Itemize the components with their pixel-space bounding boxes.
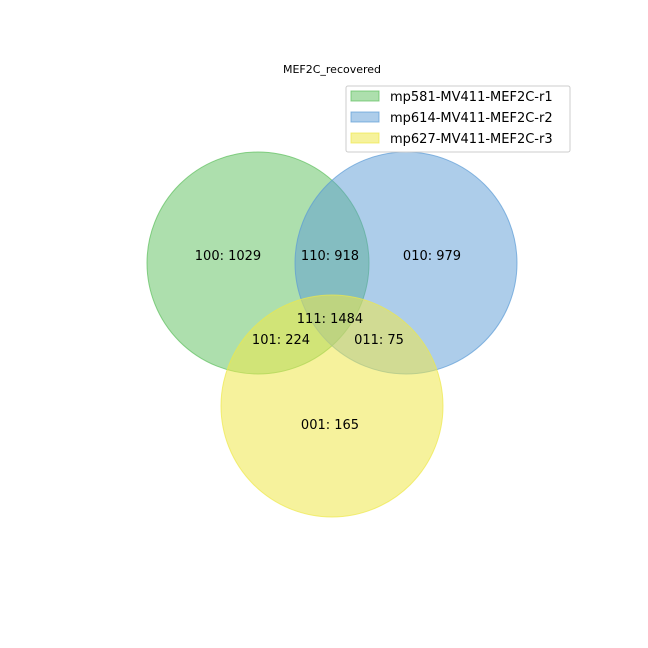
region-label-010: 010: 979 xyxy=(403,249,461,264)
region-label-011: 011: 75 xyxy=(354,333,404,348)
legend-swatch-r1 xyxy=(350,90,380,102)
legend: mp581-MV411-MEF2C-r1 mp614-MV411-MEF2C-r… xyxy=(345,85,571,153)
legend-label-r3: mp627-MV411-MEF2C-r3 xyxy=(390,132,553,147)
region-label-111: 111: 1484 xyxy=(297,312,363,327)
region-label-101: 101: 224 xyxy=(252,333,310,348)
legend-swatch-r3 xyxy=(350,132,380,144)
set-circle-r3 xyxy=(220,294,444,518)
legend-frame xyxy=(345,85,571,153)
region-label-100: 100: 1029 xyxy=(195,249,261,264)
region-label-001: 001: 165 xyxy=(301,418,359,433)
legend-label-r1: mp581-MV411-MEF2C-r1 xyxy=(390,90,553,105)
legend-label-r2: mp614-MV411-MEF2C-r2 xyxy=(390,111,553,126)
region-label-110: 110: 918 xyxy=(301,249,359,264)
legend-swatch-r2 xyxy=(350,111,380,123)
diagram-title: MEF2C_recovered xyxy=(283,63,381,76)
